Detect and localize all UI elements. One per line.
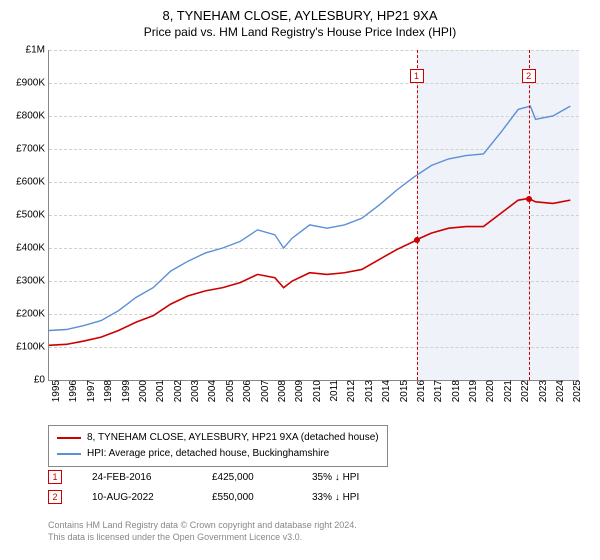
- footer-attribution: Contains HM Land Registry data © Crown c…: [48, 520, 357, 543]
- sale-vline: [417, 50, 418, 380]
- sale-delta: 33% ↓ HPI: [312, 492, 359, 503]
- sales-table: 1 24-FEB-2016 £425,000 35% ↓ HPI 2 10-AUG-202…: [48, 470, 359, 510]
- chart-subtitle: Price paid vs. HM Land Registry's House …: [0, 23, 600, 45]
- y-axis-label: £0: [34, 375, 49, 386]
- x-axis-label: 2013: [362, 380, 375, 402]
- x-axis-label: 2009: [292, 380, 305, 402]
- footer-line-2: This data is licensed under the Open Gov…: [48, 532, 357, 544]
- x-axis-label: 1999: [119, 380, 132, 402]
- x-axis-label: 2020: [483, 380, 496, 402]
- chart-title: 8, TYNEHAM CLOSE, AYLESBURY, HP21 9XA: [0, 0, 600, 23]
- sale-date: 10-AUG-2022: [92, 492, 182, 503]
- y-axis-label: £700K: [16, 144, 49, 155]
- x-axis-label: 2021: [501, 380, 514, 402]
- x-axis-label: 2022: [518, 380, 531, 402]
- x-axis-label: 2023: [536, 380, 549, 402]
- y-axis-label: £900K: [16, 78, 49, 89]
- sale-vline: [529, 50, 530, 380]
- x-axis-label: 2007: [258, 380, 271, 402]
- legend-swatch: [57, 453, 81, 455]
- sale-date: 24-FEB-2016: [92, 472, 182, 483]
- sale-delta: 35% ↓ HPI: [312, 472, 359, 483]
- sales-row: 2 10-AUG-2022 £550,000 33% ↓ HPI: [48, 490, 359, 504]
- legend: 8, TYNEHAM CLOSE, AYLESBURY, HP21 9XA (d…: [48, 425, 388, 467]
- x-axis-label: 2002: [171, 380, 184, 402]
- series-line: [49, 199, 570, 346]
- legend-swatch: [57, 437, 81, 439]
- x-axis-label: 1997: [84, 380, 97, 402]
- y-axis-label: £100K: [16, 342, 49, 353]
- x-axis-label: 2011: [327, 380, 340, 402]
- x-axis-label: 2010: [310, 380, 323, 402]
- x-axis-label: 2000: [136, 380, 149, 402]
- x-axis-label: 2019: [466, 380, 479, 402]
- x-axis-label: 2012: [344, 380, 357, 402]
- legend-label: 8, TYNEHAM CLOSE, AYLESBURY, HP21 9XA (d…: [87, 430, 379, 446]
- y-axis-label: £400K: [16, 243, 49, 254]
- x-axis-label: 2017: [431, 380, 444, 402]
- legend-label: HPI: Average price, detached house, Buck…: [87, 446, 329, 462]
- plot-area: £0£100K£200K£300K£400K£500K£600K£700K£80…: [48, 50, 579, 381]
- sale-dot: [526, 196, 532, 202]
- y-axis-label: £300K: [16, 276, 49, 287]
- x-axis-label: 2001: [153, 380, 166, 402]
- x-axis-label: 2014: [379, 380, 392, 402]
- sale-price: £550,000: [212, 492, 282, 503]
- sale-row-marker: 2: [48, 490, 62, 504]
- sale-price: £425,000: [212, 472, 282, 483]
- x-axis-label: 2005: [223, 380, 236, 402]
- legend-item: HPI: Average price, detached house, Buck…: [57, 446, 379, 462]
- sale-row-marker: 1: [48, 470, 62, 484]
- x-axis-label: 2003: [188, 380, 201, 402]
- x-axis-label: 2004: [205, 380, 218, 402]
- y-axis-label: £200K: [16, 309, 49, 320]
- y-axis-label: £800K: [16, 111, 49, 122]
- y-axis-label: £600K: [16, 177, 49, 188]
- x-axis-label: 1998: [101, 380, 114, 402]
- x-axis-label: 1996: [66, 380, 79, 402]
- legend-item: 8, TYNEHAM CLOSE, AYLESBURY, HP21 9XA (d…: [57, 430, 379, 446]
- sale-marker-box: 1: [410, 69, 424, 83]
- x-axis-label: 2015: [397, 380, 410, 402]
- sale-dot: [414, 237, 420, 243]
- sale-marker-box: 2: [522, 69, 536, 83]
- x-axis-label: 2018: [449, 380, 462, 402]
- y-axis-label: £1M: [26, 45, 49, 56]
- x-axis-label: 2006: [240, 380, 253, 402]
- x-axis-label: 2016: [414, 380, 427, 402]
- x-axis-label: 2024: [553, 380, 566, 402]
- y-axis-label: £500K: [16, 210, 49, 221]
- series-line: [49, 106, 570, 330]
- x-axis-label: 1995: [49, 380, 62, 402]
- chart-container: 8, TYNEHAM CLOSE, AYLESBURY, HP21 9XA Pr…: [0, 0, 600, 560]
- sales-row: 1 24-FEB-2016 £425,000 35% ↓ HPI: [48, 470, 359, 484]
- series-svg: [49, 50, 579, 380]
- x-axis-label: 2025: [570, 380, 583, 402]
- footer-line-1: Contains HM Land Registry data © Crown c…: [48, 520, 357, 532]
- x-axis-label: 2008: [275, 380, 288, 402]
